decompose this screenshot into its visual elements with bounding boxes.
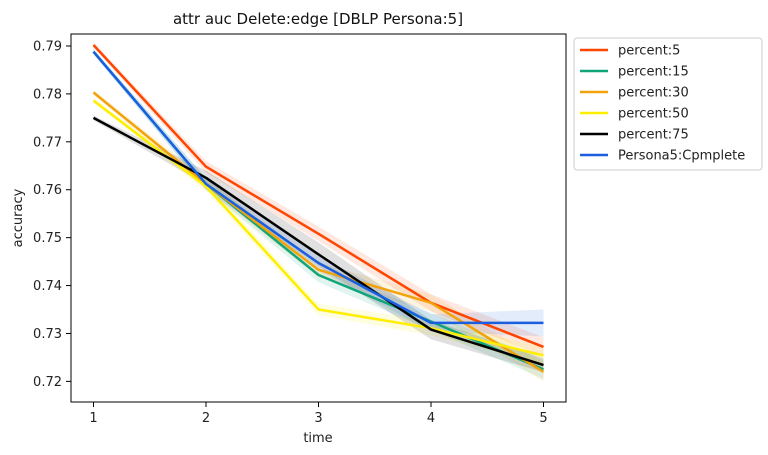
x-tick-label: 1 (89, 411, 97, 426)
chart-title: attr auc Delete:edge [DBLP Persona:5] (173, 10, 463, 28)
legend-label: percent:75 (618, 128, 689, 143)
series-band-1 (93, 49, 544, 380)
x-tick-label: 3 (314, 411, 322, 426)
series-band-2 (93, 90, 544, 382)
x-tick-label: 2 (202, 411, 210, 426)
legend-label: percent:5 (618, 44, 680, 59)
legend-label: Persona5:Cpmplete (618, 149, 745, 164)
legend: percent:5 percent:15 percent:30 percent:50 p… (573, 37, 763, 171)
series-line-0 (92, 44, 544, 349)
y-tick-label: 0.76 (33, 183, 62, 198)
confidence-bands (93, 42, 544, 382)
y-tick-label: 0.77 (33, 135, 62, 150)
legend-label: percent:50 (618, 107, 689, 122)
legend-label: percent:15 (618, 65, 689, 80)
series-band-4 (93, 115, 544, 373)
x-axis: 1 2 3 4 5 (89, 402, 548, 426)
y-tick-label: 0.78 (33, 87, 62, 102)
y-tick-label: 0.73 (33, 327, 62, 342)
y-axis: 0.72 0.73 0.74 0.75 0.76 0.77 0.78 0.79 (33, 39, 71, 390)
y-tick-label: 0.74 (33, 279, 62, 294)
series-band-0 (93, 42, 544, 357)
series-line-4 (92, 116, 544, 367)
y-tick-label: 0.79 (33, 39, 62, 54)
series-lines (92, 44, 545, 373)
series-band-5 (93, 49, 544, 337)
series-line-5 (92, 50, 544, 325)
series-band-3 (93, 98, 544, 365)
x-tick-label: 4 (427, 411, 435, 426)
x-tick-label: 5 (539, 411, 547, 426)
legend-label: percent:30 (618, 86, 689, 101)
series-line-2 (92, 91, 545, 373)
y-axis-title: accuracy (11, 188, 26, 247)
x-axis-title: time (303, 431, 332, 446)
y-tick-label: 0.75 (33, 231, 62, 246)
y-tick-label: 0.72 (33, 375, 62, 390)
legend-box (573, 37, 763, 171)
